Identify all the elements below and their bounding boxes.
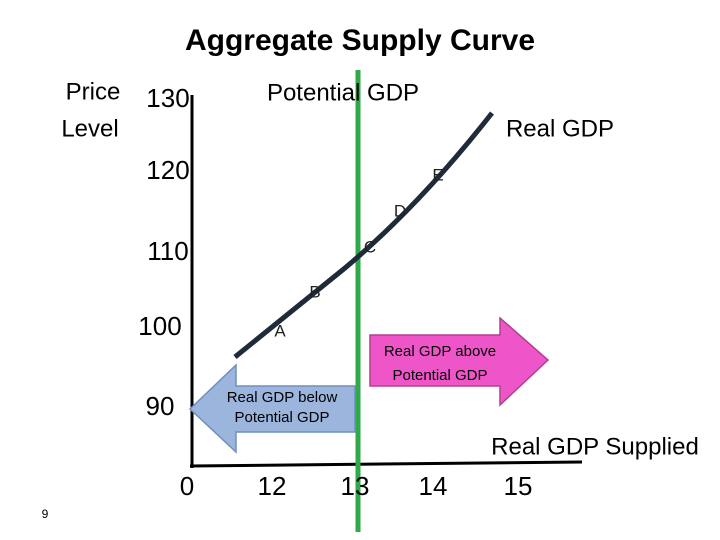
- y-tick-label: 100: [138, 311, 181, 341]
- potential-gdp-label: Potential GDP: [267, 79, 419, 106]
- x-tick-label: 14: [419, 471, 448, 501]
- x-axis-label: Real GDP Supplied: [491, 433, 699, 460]
- title: Aggregate Supply Curve: [185, 24, 535, 57]
- point-label: B: [309, 282, 320, 301]
- curve-label: Real GDP: [506, 115, 614, 142]
- point-label: A: [274, 321, 286, 340]
- y-tick-label: 90: [146, 391, 175, 421]
- x-tick-label: 13: [341, 471, 370, 501]
- y-tick-label: 130: [146, 83, 189, 113]
- arrow-above: [369, 316, 550, 407]
- point-label: E: [432, 165, 443, 184]
- page-number: 9: [42, 507, 49, 521]
- x-axis: [189, 460, 583, 468]
- callout-text: Real GDP below: [227, 389, 338, 406]
- supply-curve: [233, 111, 494, 359]
- arrow-below: [188, 363, 356, 454]
- point-label: D: [394, 201, 406, 220]
- callout-text: Potential GDP: [392, 367, 487, 384]
- y-axis-label: Price: [66, 78, 121, 105]
- callout-text: Real GDP above: [384, 343, 496, 360]
- x-tick-label: 0: [180, 471, 194, 501]
- y-tick-label: 110: [147, 236, 188, 266]
- point-label: C: [364, 237, 376, 256]
- y-tick-label: 120: [146, 155, 189, 185]
- y-axis-label: Level: [61, 115, 118, 142]
- x-tick-label: 12: [258, 471, 287, 501]
- callout-text: Potential GDP: [234, 409, 329, 426]
- x-tick-label: 15: [504, 471, 533, 501]
